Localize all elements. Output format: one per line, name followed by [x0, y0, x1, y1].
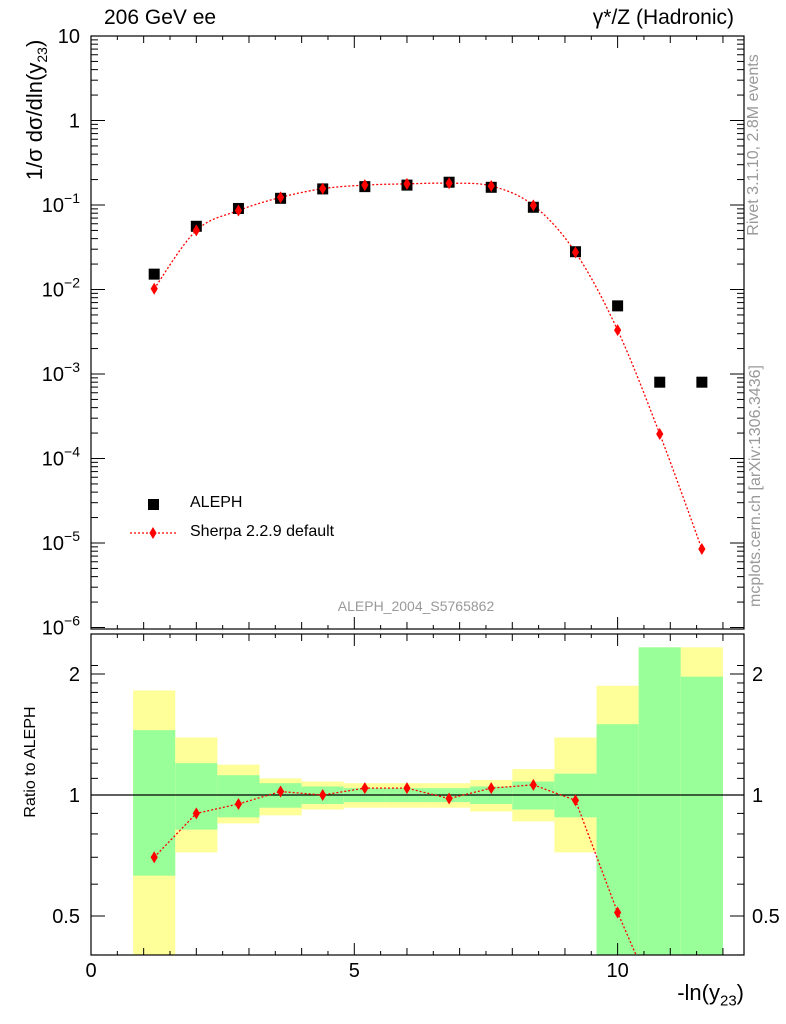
mc-point-sherpa	[487, 179, 495, 192]
mc-point-sherpa	[192, 224, 200, 237]
ratio-point-sherpa	[276, 785, 285, 798]
y-tick-label: 10−2	[42, 275, 80, 302]
y-tick-label-exponent: −1	[64, 190, 80, 206]
ratio-point-sherpa	[234, 797, 243, 810]
ratio-y-tick-label: 2	[69, 664, 80, 686]
mc-point-sherpa	[614, 324, 622, 337]
mc-point-sherpa	[445, 177, 453, 190]
x-axis-label-main: -ln(y	[677, 980, 720, 1005]
ratio-band-inner	[217, 775, 260, 818]
ratio-point-sherpa	[529, 778, 537, 791]
main-series	[148, 176, 708, 555]
y-tick-label: 10−4	[42, 444, 80, 471]
mc-point-sherpa	[150, 282, 158, 295]
mc-point-sherpa	[361, 179, 369, 192]
ratio-series	[150, 778, 637, 956]
mc-point-sherpa	[529, 199, 537, 212]
x-axis-label: -ln(y23)	[677, 980, 744, 1010]
ratio-point-sherpa	[192, 807, 200, 820]
ratio-y-axis-label: Ratio to ALEPH	[22, 706, 39, 818]
mcplots-source-label: mcplots.cern.ch [arXiv:1306.3436]	[747, 365, 764, 607]
data-point-aleph	[696, 376, 708, 388]
main-panel-frame	[90, 35, 745, 630]
legend-data-marker	[148, 499, 159, 510]
y-tick-label-base: 10	[42, 618, 64, 640]
data-point-aleph	[148, 268, 160, 280]
ratio-point-sherpa	[571, 794, 580, 807]
mc-point-sherpa	[656, 427, 664, 440]
y-tick-label-base: 10	[42, 364, 64, 386]
legend-markers	[130, 499, 176, 539]
ratio-y-tick-label: 0.5	[52, 906, 80, 928]
rivet-version-label: Rivet 3.1.10, 2.8M events	[745, 54, 762, 236]
legend-mc-label: Sherpa 2.2.9 default	[190, 523, 335, 540]
y-axis-label-main: 1/σ dσ/dln(y	[21, 62, 47, 181]
ratio-point-sherpa	[403, 782, 411, 795]
y-tick-label-base: 10	[42, 533, 64, 555]
x-axis-label-subscript: 23	[719, 992, 737, 1010]
y-tick-label: 1	[69, 111, 80, 133]
header-right: γ*/Z (Hadronic)	[592, 6, 734, 29]
ratio-y-tick-label: 1	[69, 785, 80, 807]
ratio-band-inner	[638, 647, 681, 955]
y-tick-label-base: 10	[42, 280, 64, 302]
y-tick-label: 10	[58, 26, 80, 48]
ratio-y-tick-label-right: 0.5	[752, 906, 780, 928]
mc-point-sherpa	[403, 177, 411, 190]
mc-point-sherpa	[319, 182, 327, 195]
mc-point-sherpa	[276, 191, 285, 204]
y-tick-label: 10−3	[42, 359, 80, 386]
ratio-band-inner	[680, 676, 723, 955]
mc-point-sherpa	[698, 542, 706, 555]
ratio-band-inner	[175, 763, 218, 830]
analysis-id-label: ALEPH_2004_S5765862	[337, 598, 495, 614]
mc-point-sherpa	[234, 204, 243, 217]
ratio-uncertainty-bands	[91, 647, 744, 955]
x-tick-label: 5	[349, 960, 360, 982]
y-tick-label: 10−1	[42, 190, 80, 217]
y-tick-label-exponent: −4	[64, 444, 80, 460]
ratio-point-sherpa	[614, 906, 622, 919]
ratio-point-sherpa	[319, 789, 327, 801]
ratio-point-sherpa	[445, 792, 453, 805]
legend-data-label: ALEPH	[190, 494, 243, 511]
x-tick-label: 0	[85, 960, 96, 982]
y-tick-label: 10−6	[42, 613, 80, 640]
y-axis-label: 1/σ dσ/dln(y23)	[21, 39, 51, 181]
ratio-band-inner	[596, 724, 639, 955]
y-tick-label-exponent: −3	[64, 359, 80, 375]
y-tick-label: 10−5	[42, 528, 80, 555]
legend-mc-marker	[149, 527, 157, 539]
data-point-aleph	[654, 376, 666, 388]
y-tick-label-exponent: −2	[64, 275, 80, 291]
y-tick-label-exponent: −5	[64, 528, 80, 544]
mc-point-sherpa	[571, 246, 580, 259]
ratio-point-sherpa	[361, 782, 369, 795]
ratio-point-sherpa	[150, 851, 158, 864]
ratio-y-tick-label-right: 2	[752, 664, 763, 686]
y-tick-label-base: 10	[42, 195, 64, 217]
header-left: 206 GeV ee	[104, 6, 217, 29]
x-tick-label: 10	[606, 960, 628, 982]
y-axis-label-subscript: 23	[34, 47, 51, 63]
y-tick-label-base: 10	[42, 449, 64, 471]
y-tick-label-exponent: −6	[64, 613, 80, 629]
ratio-y-tick-label-right: 1	[752, 785, 763, 807]
data-point-aleph	[612, 300, 624, 312]
ratio-point-sherpa	[487, 782, 495, 795]
